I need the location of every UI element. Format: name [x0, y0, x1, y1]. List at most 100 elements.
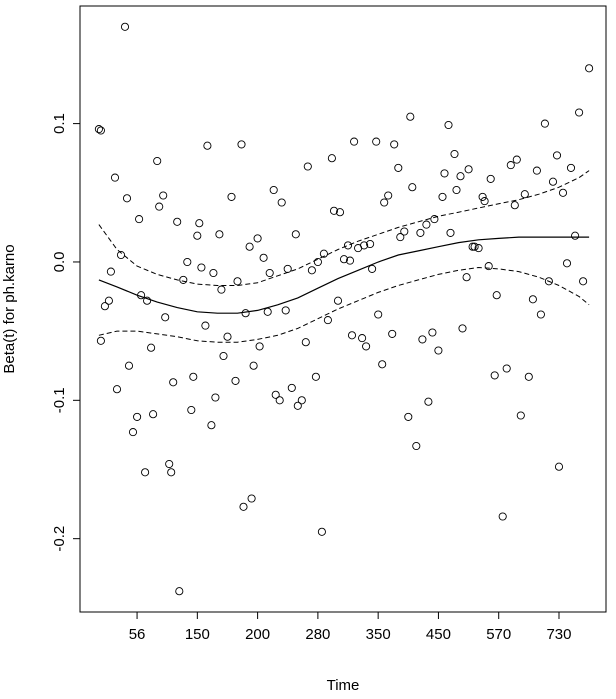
data-point: [440, 169, 449, 178]
data-point: [474, 244, 483, 253]
data-point: [362, 342, 371, 351]
data-point: [520, 190, 529, 199]
data-point: [209, 268, 218, 278]
data-point: [247, 494, 256, 503]
data-point: [390, 140, 399, 149]
data-point: [133, 412, 142, 421]
x-tick-label: 450: [426, 626, 451, 643]
data-point: [319, 249, 328, 258]
data-point: [585, 64, 594, 73]
data-point: [327, 154, 336, 163]
y-tick-label: 0.1: [51, 113, 68, 134]
data-point: [374, 310, 383, 319]
data-point: [434, 346, 443, 355]
data-point: [554, 462, 564, 471]
data-point: [175, 587, 184, 596]
data-point: [536, 310, 545, 319]
data-point: [317, 527, 326, 536]
data-point: [287, 383, 296, 392]
data-point: [339, 255, 349, 264]
data-point: [571, 231, 580, 240]
data-point: [552, 151, 562, 160]
data-point: [579, 277, 588, 286]
data-point: [532, 166, 541, 175]
data-point: [438, 192, 447, 201]
data-point: [231, 376, 240, 385]
y-tick-label: -0.2: [51, 526, 68, 552]
y-axis: -0.2 -0.1 0.0 0.1: [51, 113, 80, 552]
data-point: [161, 313, 170, 322]
data-point: [265, 268, 274, 278]
data-point: [350, 137, 359, 146]
data-point: [245, 242, 254, 251]
data-point: [137, 291, 146, 300]
data-point: [277, 198, 286, 207]
data-point: [418, 335, 427, 344]
data-point: [347, 331, 357, 340]
x-tick-label: 730: [546, 626, 571, 643]
data-point: [464, 165, 473, 174]
data-point: [400, 227, 409, 236]
data-point: [502, 364, 511, 373]
data-point: [155, 202, 164, 211]
data-point: [394, 163, 403, 172]
data-point: [110, 173, 120, 182]
data-point: [388, 329, 397, 338]
data-point: [253, 234, 262, 243]
data-point: [416, 228, 425, 237]
data-point: [478, 192, 487, 201]
data-point: [462, 273, 471, 282]
data-point: [211, 393, 220, 402]
data-point: [510, 201, 519, 210]
data-point: [408, 183, 417, 192]
data-point: [458, 324, 467, 333]
data-point: [492, 291, 501, 300]
data-point: [430, 215, 439, 224]
data-point: [203, 141, 212, 150]
data-point: [562, 259, 572, 268]
data-point: [345, 256, 355, 265]
data-point: [366, 239, 375, 249]
x-tick-label: 56: [129, 626, 146, 643]
data-point: [498, 512, 507, 521]
data-point: [147, 343, 156, 352]
data-point: [412, 441, 421, 451]
data-point: [167, 468, 176, 477]
y-tick-label: -0.1: [51, 387, 68, 413]
data-point: [94, 125, 103, 134]
data-point: [169, 378, 178, 387]
data-point: [291, 230, 300, 239]
data-point: [135, 215, 144, 224]
x-axis: 56 150 200 280 350 450 570 730: [129, 612, 572, 643]
data-point: [470, 242, 479, 251]
data-point: [293, 401, 302, 410]
data-point: [237, 140, 246, 149]
data-point: [480, 197, 489, 206]
data-point: [165, 459, 174, 469]
data-point: [323, 316, 332, 325]
data-point: [311, 372, 320, 381]
data-point: [452, 185, 461, 195]
data-point: [112, 385, 122, 394]
data-point: [548, 177, 558, 186]
data-point: [358, 334, 367, 343]
x-tick-label: 570: [486, 626, 511, 643]
data-point: [303, 162, 312, 171]
curves: [98, 170, 590, 343]
data-points: [94, 22, 594, 596]
data-point: [124, 361, 134, 370]
upper-confidence-band: [98, 170, 590, 286]
data-point: [249, 361, 258, 370]
data-point: [153, 156, 162, 166]
data-point: [406, 112, 415, 121]
data-point: [263, 307, 272, 316]
data-point: [187, 405, 196, 415]
data-point: [372, 137, 381, 146]
data-point: [219, 351, 228, 361]
data-point: [281, 306, 290, 315]
smoothed-fit-line: [98, 236, 590, 314]
data-point: [301, 338, 310, 347]
data-point: [468, 242, 477, 251]
data-point: [217, 285, 226, 294]
data-point: [149, 410, 158, 419]
